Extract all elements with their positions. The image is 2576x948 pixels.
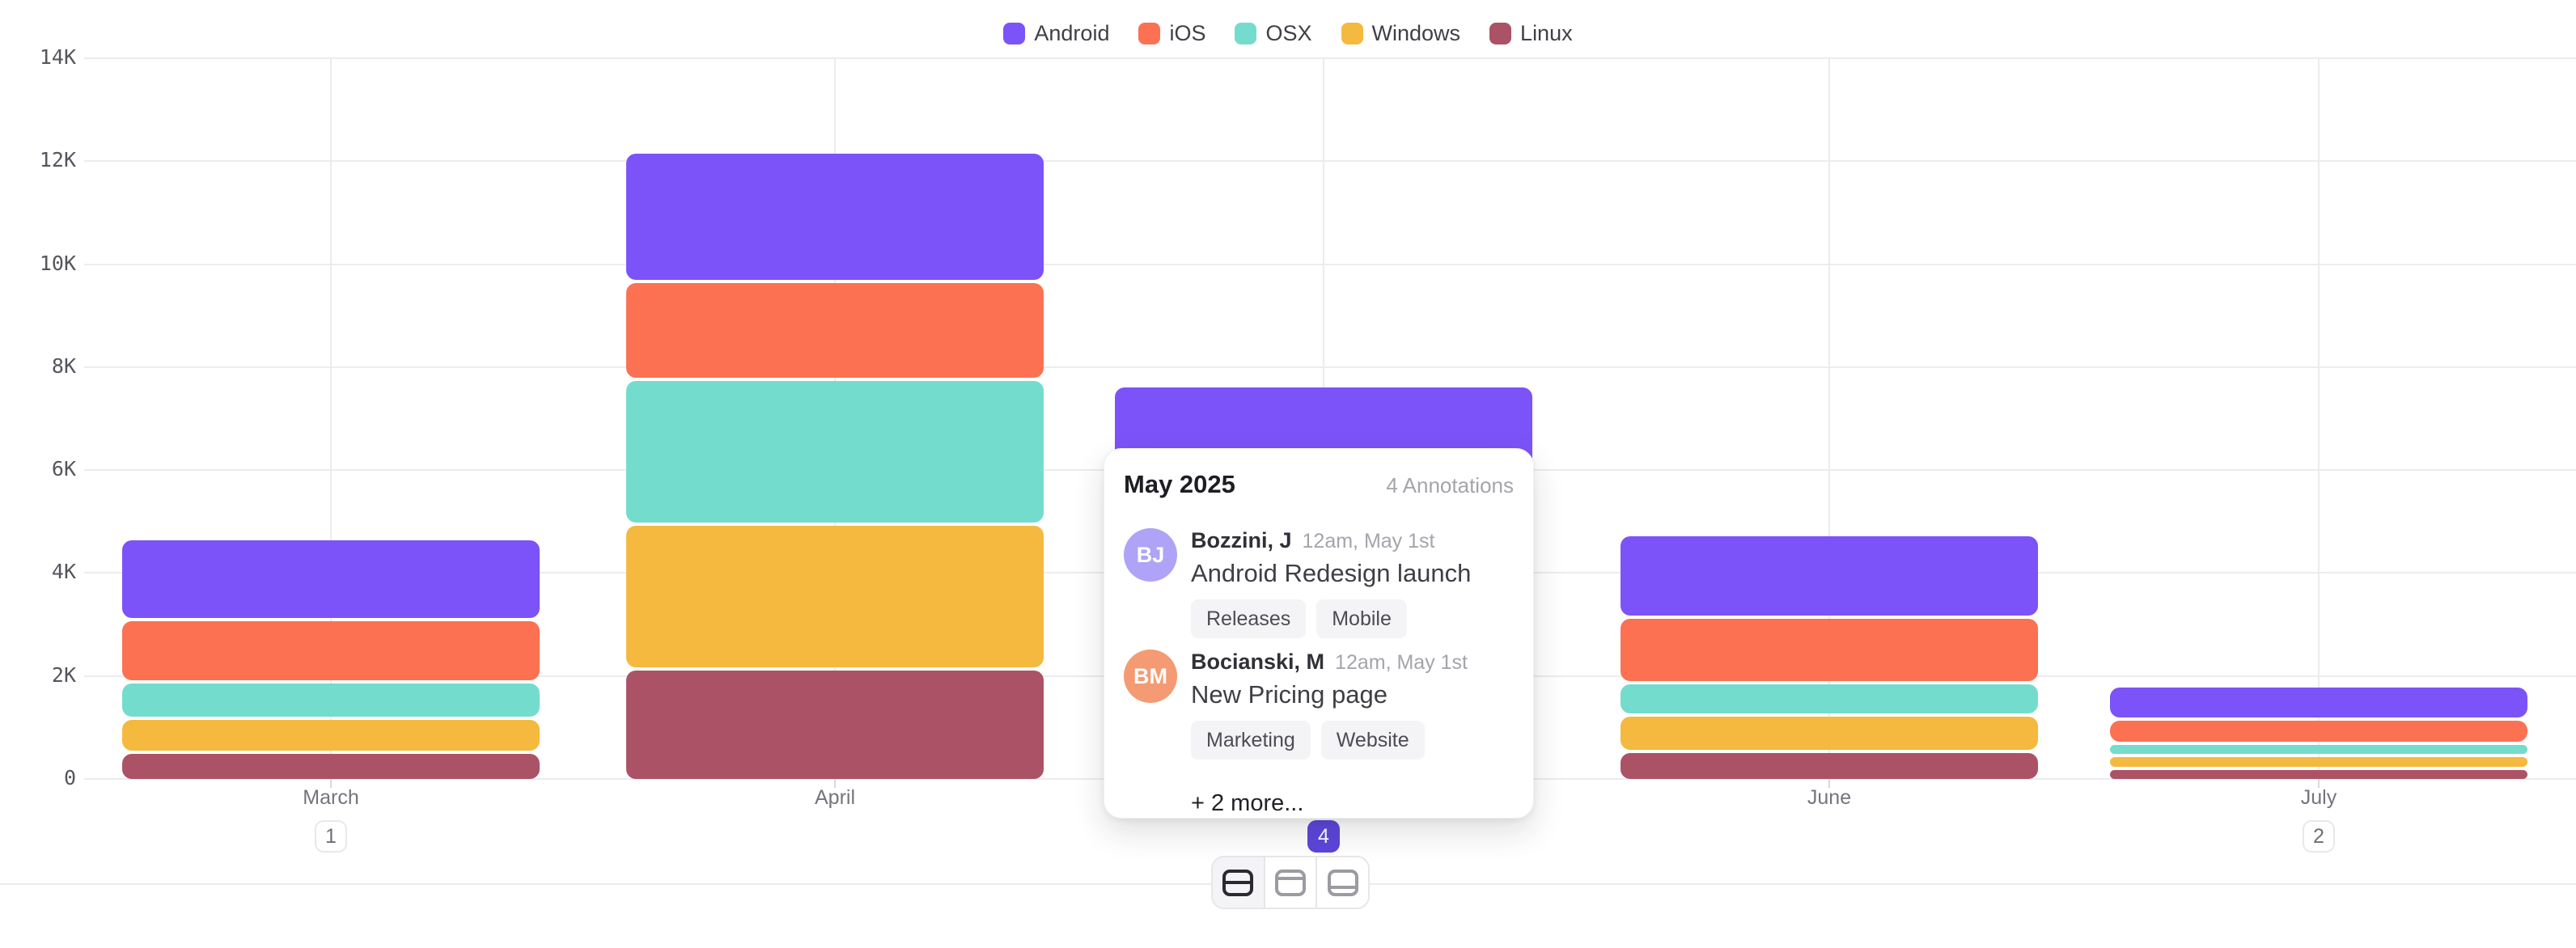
annotation-text: Android Redesign launch <box>1191 559 1472 587</box>
x-axis-tick <box>2318 779 2320 788</box>
annotation-entry-body: Bocianski, M 12am, May 1st New Pricing p… <box>1191 650 1468 760</box>
annotation-tags: Marketing Website <box>1191 721 1468 760</box>
bar-segment-linux-april[interactable] <box>626 671 1044 779</box>
bar-segment-ios-april[interactable] <box>626 282 1044 379</box>
legend-item-linux[interactable]: Linux <box>1489 21 1573 46</box>
linux-swatch-icon <box>1489 23 1512 44</box>
legend-label: Android <box>1034 21 1110 45</box>
y-axis-tick-label: 12K <box>39 148 76 172</box>
tag-chip[interactable]: Mobile <box>1316 599 1407 638</box>
chart-legend: Android iOS OSX Windows Linux <box>0 21 2576 46</box>
annotation-entry[interactable]: BJ Bozzini, J 12am, May 1st Android Rede… <box>1124 528 1514 638</box>
gridline-horizontal <box>84 366 2576 368</box>
x-label-july: July <box>2300 786 2337 809</box>
gridline-horizontal <box>84 263 2576 265</box>
layout-header-button[interactable] <box>1263 857 1316 908</box>
popover-annotation-count: 4 Annotations <box>1386 473 1514 497</box>
osx-swatch-icon <box>1235 23 1257 44</box>
bar-segment-android-july[interactable] <box>2110 688 2527 718</box>
bar-segment-android-april[interactable] <box>626 153 1044 280</box>
annotation-timestamp: 12am, May 1st <box>1335 651 1468 674</box>
tag-chip[interactable]: Releases <box>1191 599 1307 638</box>
bar-segment-windows-april[interactable] <box>626 526 1044 668</box>
annotation-author: Bozzini, J <box>1191 528 1292 552</box>
x-axis-tick <box>1828 779 1830 788</box>
x-label-june: June <box>1807 786 1852 809</box>
popover-title: May 2025 <box>1124 470 1235 498</box>
bar-segment-linux-march[interactable] <box>122 754 540 779</box>
avatar: BJ <box>1124 528 1177 582</box>
legend-item-windows[interactable]: Windows <box>1341 21 1461 46</box>
annotation-count-badge-july[interactable]: 2 <box>2303 820 2335 853</box>
bar-segment-linux-june[interactable] <box>1621 753 2038 779</box>
x-axis-tick <box>834 779 836 788</box>
bar-segment-android-june[interactable] <box>1621 535 2038 616</box>
legend-label: Linux <box>1520 21 1573 45</box>
annotation-count-badge-may[interactable]: 4 <box>1307 820 1340 853</box>
tag-chip[interactable]: Website <box>1320 721 1425 760</box>
show-more-annotations-link[interactable]: + 2 more... <box>1191 790 1304 816</box>
layout-footer-icon <box>1327 869 1358 896</box>
bar-segment-osx-march[interactable] <box>122 683 540 717</box>
avatar: BM <box>1124 650 1177 703</box>
gridline-horizontal <box>84 160 2576 163</box>
annotations-popover: May 2025 4 Annotations BJ Bozzini, J 12a… <box>1104 448 1534 819</box>
layout-switcher <box>1211 856 1370 909</box>
legend-item-ios[interactable]: iOS <box>1138 21 1205 46</box>
windows-swatch-icon <box>1341 23 1363 44</box>
legend-item-osx[interactable]: OSX <box>1235 21 1312 46</box>
gridline-horizontal <box>84 57 2576 59</box>
bar-segment-windows-july[interactable] <box>2110 756 2527 768</box>
android-swatch-icon <box>1003 23 1026 44</box>
annotation-text: New Pricing page <box>1191 680 1388 709</box>
legend-item-android[interactable]: Android <box>1003 21 1109 46</box>
tag-chip[interactable]: Marketing <box>1191 721 1311 760</box>
bar-segment-windows-june[interactable] <box>1621 717 2038 751</box>
gridline-vertical <box>2318 58 2320 779</box>
bar-segment-ios-july[interactable] <box>2110 721 2527 743</box>
y-axis-tick-label: 8K <box>51 353 76 378</box>
y-axis-tick-label: 6K <box>51 457 76 481</box>
layout-split-horizontal-button[interactable] <box>1213 857 1264 908</box>
bar-segment-windows-march[interactable] <box>122 720 540 751</box>
y-axis-tick-label: 0 <box>63 766 76 789</box>
legend-label: iOS <box>1169 21 1206 45</box>
annotation-count-badge-march[interactable]: 1 <box>315 820 347 853</box>
y-axis-tick-label: 10K <box>39 251 76 275</box>
x-label-march: March <box>303 786 359 809</box>
y-axis-tick-label: 4K <box>51 560 76 584</box>
ios-swatch-icon <box>1138 23 1161 44</box>
legend-label: OSX <box>1265 21 1312 45</box>
annotation-entry-body: Bozzini, J 12am, May 1st Android Redesig… <box>1191 528 1471 638</box>
annotation-timestamp: 12am, May 1st <box>1302 530 1435 552</box>
x-label-april: April <box>814 786 855 809</box>
bar-segment-osx-june[interactable] <box>1621 683 2038 714</box>
x-axis-tick <box>330 779 332 788</box>
gridline-vertical <box>330 58 332 779</box>
layout-footer-button[interactable] <box>1316 857 1368 908</box>
layout-split-horizontal-icon <box>1222 869 1254 896</box>
bar-segment-linux-july[interactable] <box>2110 770 2527 779</box>
gridline-vertical <box>1828 58 1830 779</box>
bar-segment-osx-july[interactable] <box>2110 745 2527 754</box>
bar-segment-ios-june[interactable] <box>1621 619 2038 681</box>
annotation-tags: Releases Mobile <box>1191 599 1471 638</box>
bar-segment-osx-april[interactable] <box>626 381 1044 523</box>
legend-label: Windows <box>1371 21 1461 45</box>
bar-segment-android-march[interactable] <box>122 540 540 618</box>
y-axis-tick-label: 2K <box>51 662 76 687</box>
bar-segment-ios-march[interactable] <box>122 620 540 680</box>
layout-header-icon <box>1275 869 1306 896</box>
annotation-entry[interactable]: BM Bocianski, M 12am, May 1st New Pricin… <box>1124 650 1514 760</box>
y-axis-tick-label: 14K <box>39 45 76 69</box>
annotation-author: Bocianski, M <box>1191 650 1325 674</box>
popover-header: May 2025 4 Annotations <box>1124 470 1514 499</box>
